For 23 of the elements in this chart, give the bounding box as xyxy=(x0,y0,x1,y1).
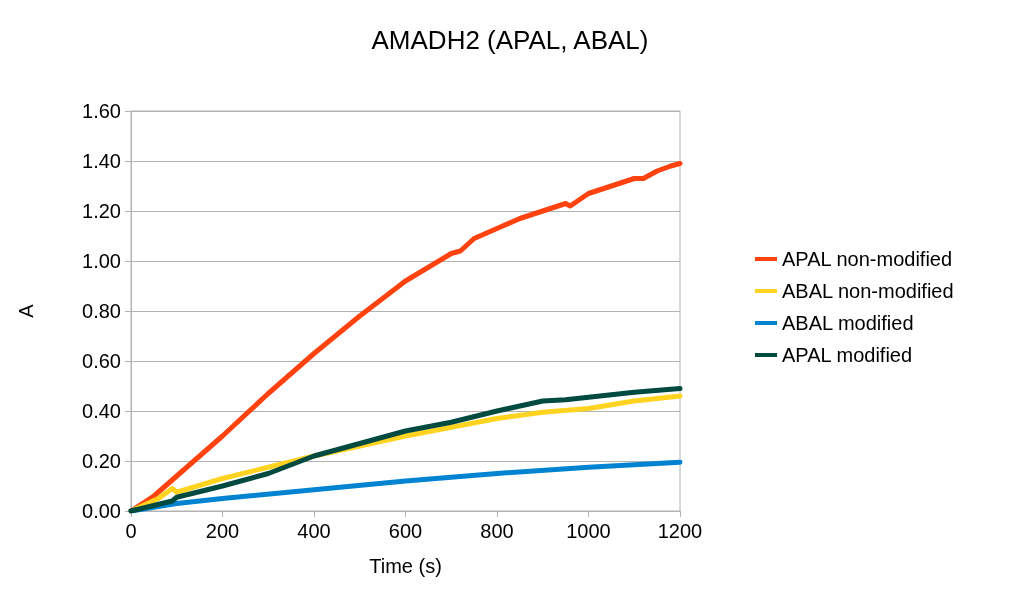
y-tick-label: 0.60 xyxy=(82,350,121,372)
legend-label: APAL non-modified xyxy=(782,248,953,270)
y-tick-label: 0.40 xyxy=(82,400,121,422)
y-tick-label: 1.00 xyxy=(82,250,121,272)
y-tick-label: 0.20 xyxy=(82,450,121,472)
y-tick-label: 0.80 xyxy=(82,300,121,322)
chart-title: AMADH2 (APAL, ABAL) xyxy=(371,25,649,55)
x-tick-label: 800 xyxy=(480,520,514,542)
legend-label: ABAL modified xyxy=(782,312,914,334)
y-axis-title: A xyxy=(15,303,37,318)
y-tick-label: 1.40 xyxy=(82,150,121,172)
legend-label: APAL modified xyxy=(782,344,913,366)
legend-label: ABAL non-modified xyxy=(782,280,954,302)
x-tick-label: 1000 xyxy=(566,520,611,542)
y-tick-label: 1.20 xyxy=(82,200,121,222)
x-tick-label: 1200 xyxy=(657,520,703,542)
x-tick-label: 0 xyxy=(125,520,137,542)
y-tick-label: 0.00 xyxy=(82,500,121,522)
x-axis-title: Time (s) xyxy=(369,555,442,577)
x-tick-label: 200 xyxy=(205,520,240,542)
y-tick-label: 1.60 xyxy=(82,100,121,122)
x-tick-label: 400 xyxy=(297,520,331,542)
x-tick-label: 600 xyxy=(388,520,423,542)
